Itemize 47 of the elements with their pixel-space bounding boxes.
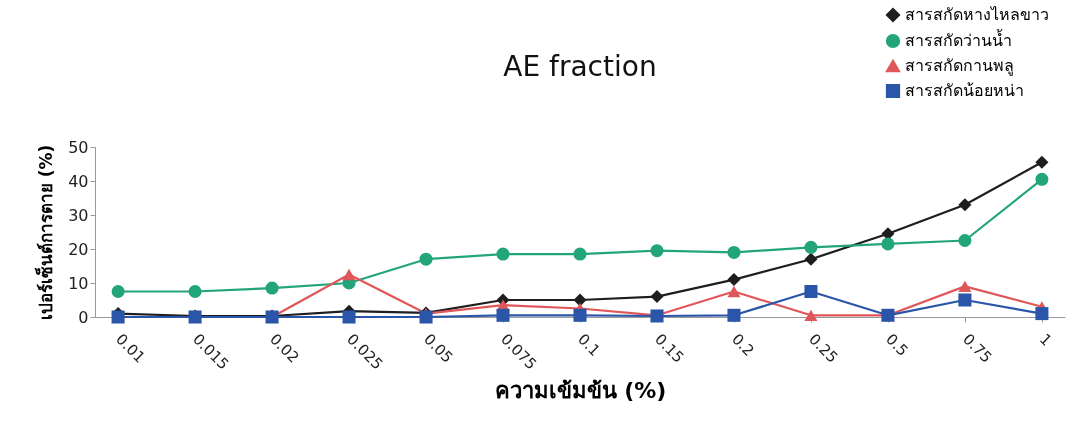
y-tick-label: 30 — [68, 205, 89, 225]
point — [804, 309, 818, 321]
point — [650, 290, 664, 304]
x-tick-label: 0.1 — [574, 330, 604, 360]
point — [111, 284, 125, 299]
x-tick-label: 0.2 — [728, 330, 758, 360]
y-tick-label: 40 — [68, 171, 89, 191]
point — [1035, 172, 1049, 186]
point — [727, 245, 741, 259]
point — [958, 233, 972, 248]
legend-label: สารสกัดว่านน้ำ — [905, 29, 1012, 50]
point — [1035, 155, 1049, 169]
point — [727, 285, 741, 298]
point — [419, 310, 433, 324]
point — [804, 252, 818, 266]
point — [342, 310, 356, 324]
point — [573, 293, 587, 307]
legend-label: สารสกัดหางไหลขาว — [905, 5, 1049, 24]
point — [188, 284, 202, 299]
point — [1035, 307, 1049, 321]
point — [727, 308, 741, 322]
x-tick-label: 1 — [1036, 330, 1056, 350]
point — [573, 308, 587, 322]
chart-title: AE fraction — [503, 50, 657, 83]
x-tick-label: 0.5 — [882, 330, 912, 360]
point — [727, 273, 741, 287]
point — [342, 268, 356, 281]
point — [958, 198, 972, 212]
y-tick-label: 50 — [68, 137, 89, 157]
y-tick-label: 10 — [68, 273, 89, 293]
y-tick-label: 0 — [78, 307, 89, 327]
point — [958, 293, 972, 307]
point — [496, 308, 510, 322]
point — [265, 281, 279, 295]
point — [419, 252, 433, 266]
x-axis-title: ความเข้มข้น (%) — [494, 377, 667, 403]
legend-label: สารสกัดกานพลู — [905, 56, 1014, 76]
legend-label: สารสกัดน้อยหน่า — [905, 81, 1024, 100]
point — [881, 237, 895, 251]
point — [958, 280, 972, 293]
y-axis-title: เปอร์เซ็นต์การตาย (%) — [34, 144, 57, 321]
y-tick-label: 20 — [68, 239, 89, 259]
point — [650, 244, 664, 258]
point — [804, 240, 818, 254]
point — [804, 284, 818, 299]
point — [496, 247, 510, 261]
point — [573, 247, 587, 261]
